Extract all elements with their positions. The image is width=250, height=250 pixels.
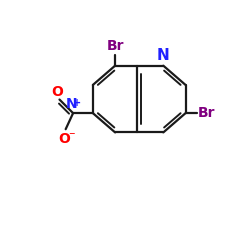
Text: Br: Br [198, 106, 216, 120]
Text: Br: Br [106, 39, 124, 53]
Text: N: N [66, 97, 78, 111]
Text: O: O [58, 132, 70, 146]
Text: +: + [73, 98, 81, 108]
Text: N: N [157, 48, 170, 63]
Text: O: O [51, 85, 63, 99]
Text: ⁻: ⁻ [68, 130, 74, 143]
